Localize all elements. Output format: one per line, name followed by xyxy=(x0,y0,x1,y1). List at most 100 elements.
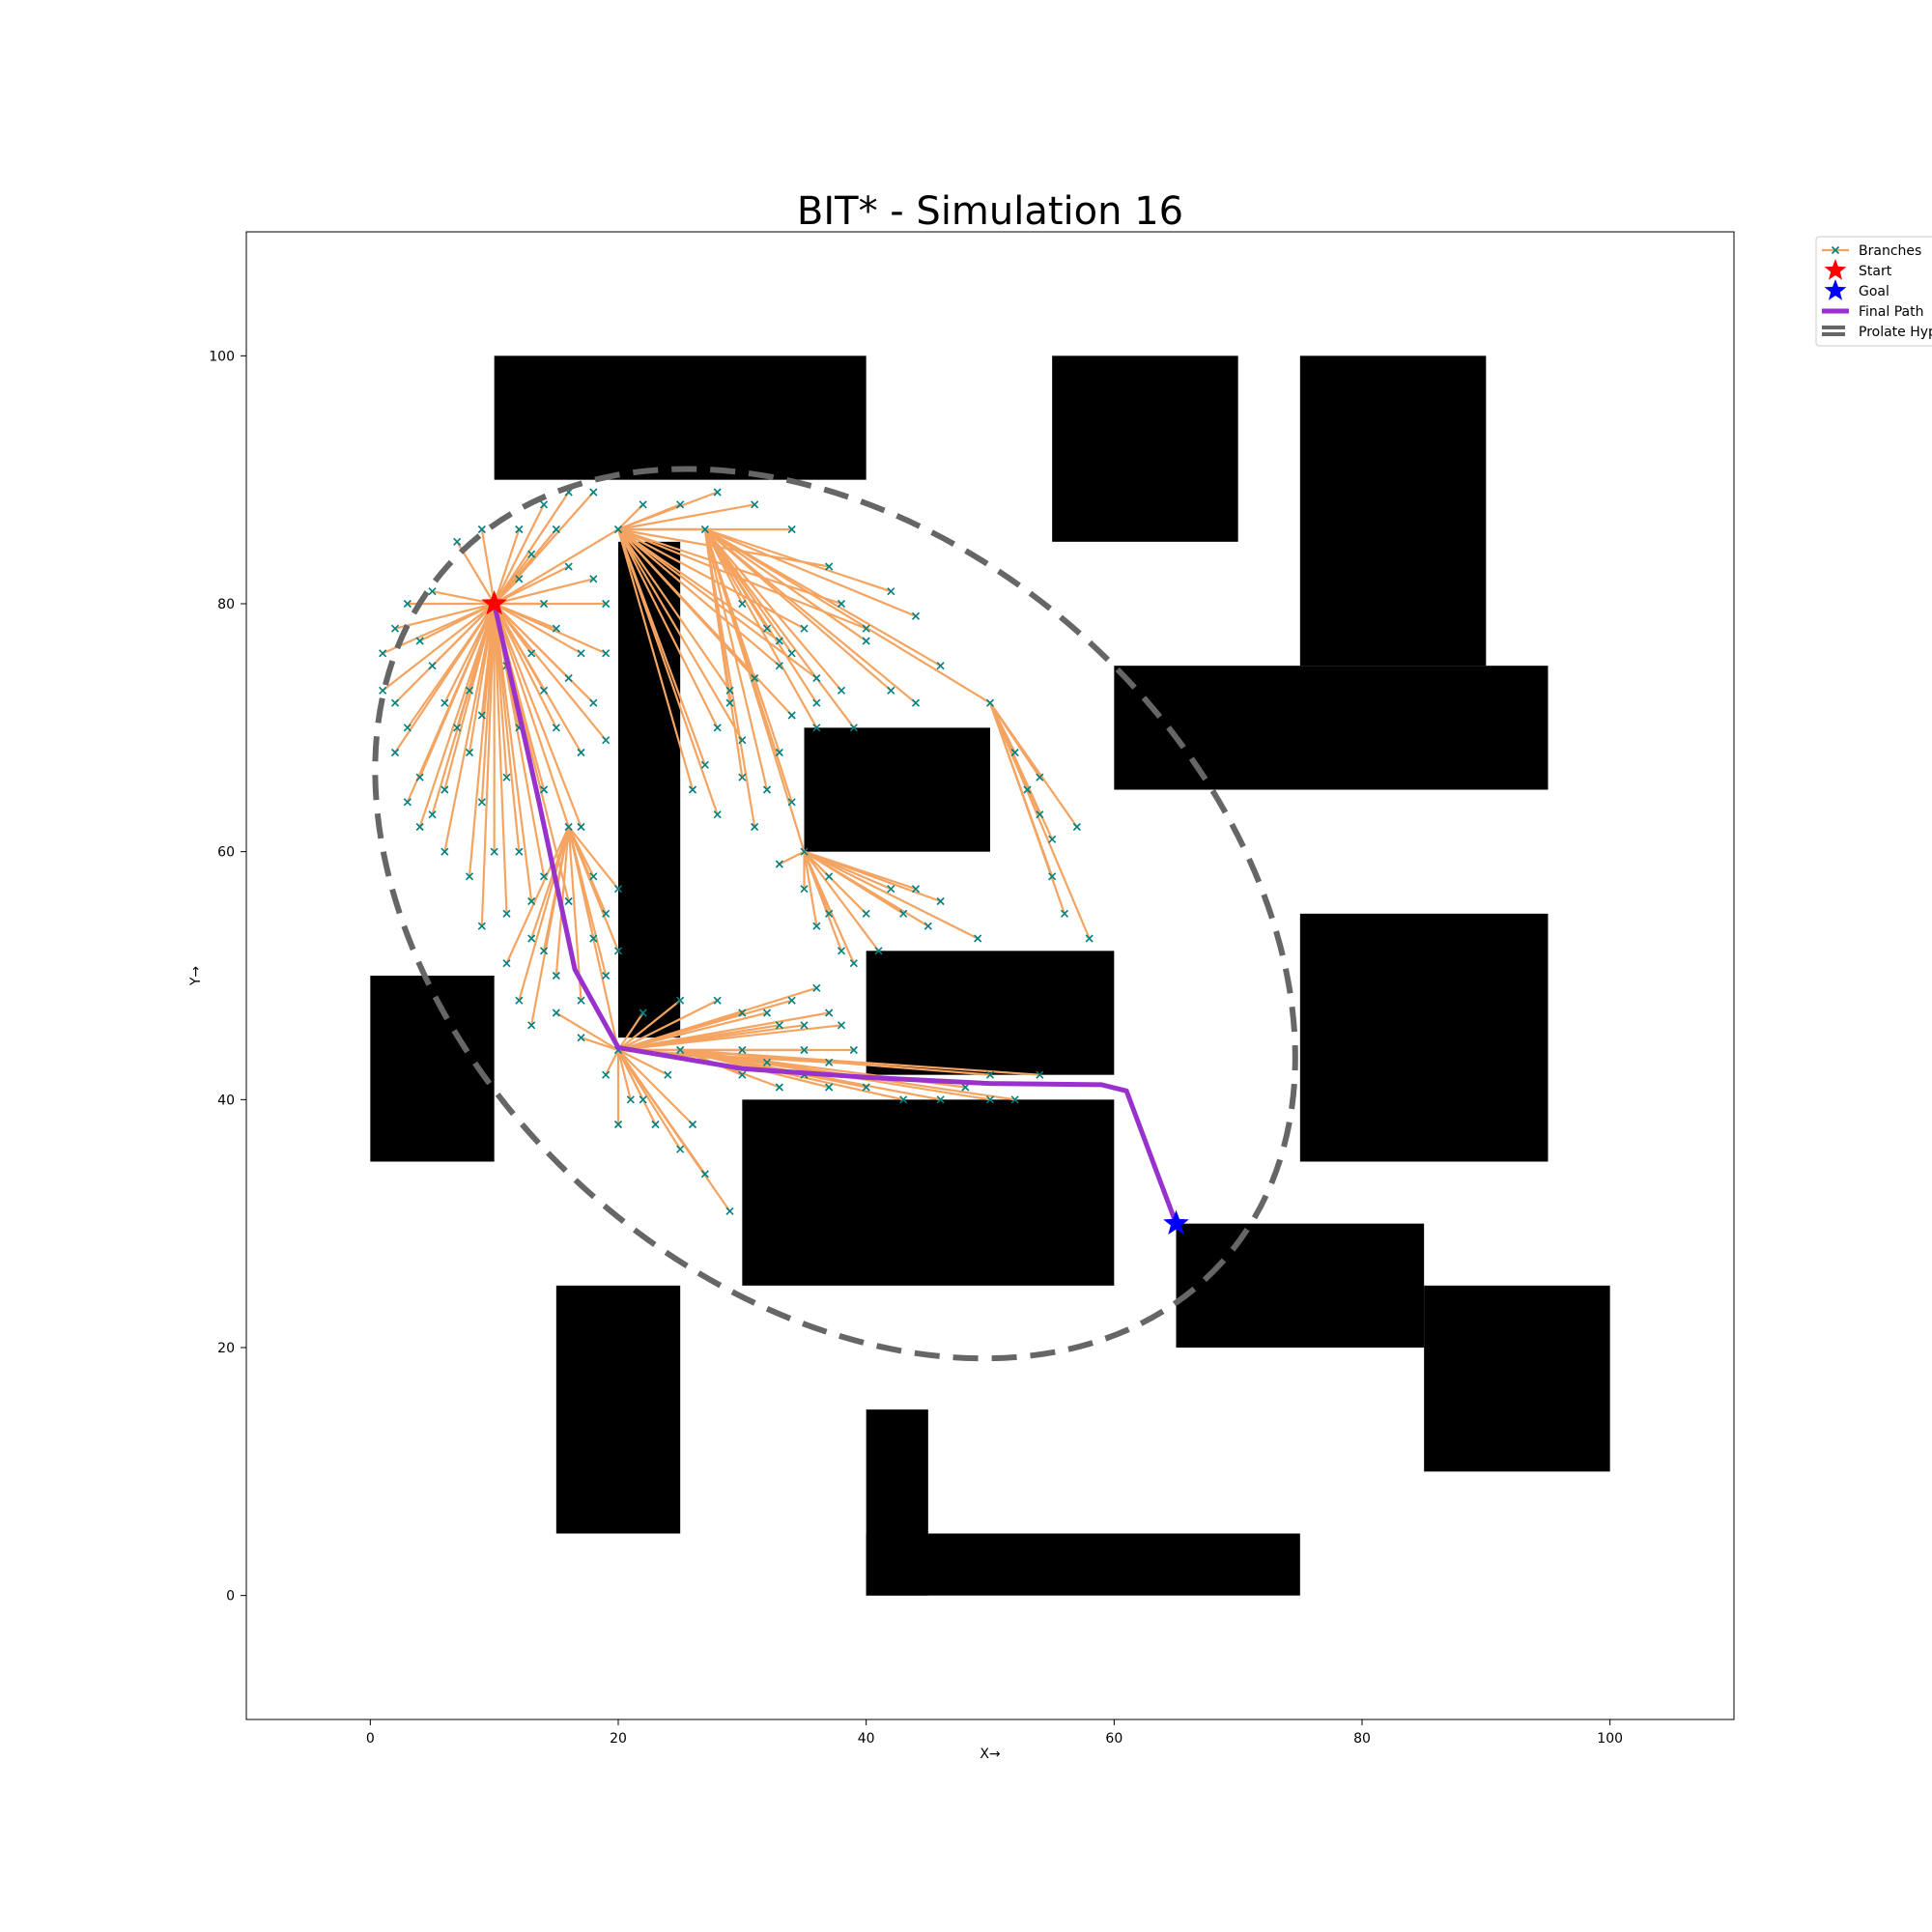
sample-point xyxy=(775,1021,783,1030)
sample-point xyxy=(390,624,400,633)
sample-point xyxy=(626,1095,635,1104)
x-tick-label: 0 xyxy=(366,1731,375,1747)
sample-point xyxy=(762,624,772,633)
y-axis-label: Y→ xyxy=(188,966,204,987)
sample-point xyxy=(639,1095,647,1104)
legend-label: Start xyxy=(1859,264,1892,279)
branch-edge xyxy=(616,1049,632,1100)
sample-point xyxy=(477,525,486,534)
obstacle xyxy=(866,1533,1300,1596)
branch-edge xyxy=(989,702,1078,828)
sample-point xyxy=(725,1207,734,1215)
sample-point xyxy=(539,599,549,609)
branch-edge xyxy=(382,603,496,692)
x-tick-label: 20 xyxy=(610,1731,627,1747)
obstacle xyxy=(1114,666,1548,790)
sample-point xyxy=(700,525,709,534)
sample-point xyxy=(589,934,598,943)
branch-edge xyxy=(704,528,917,704)
sample-point xyxy=(713,810,722,819)
final-path xyxy=(492,603,1179,1225)
y-tick-label: 60 xyxy=(217,845,235,861)
sample-point xyxy=(527,896,536,906)
branch-edge xyxy=(418,603,496,828)
sample-point xyxy=(985,1095,995,1104)
sample-point xyxy=(775,637,783,645)
branch-edge xyxy=(530,826,570,1026)
branch-edge xyxy=(704,528,867,642)
branch-edge xyxy=(803,851,855,964)
sample-point xyxy=(787,798,796,807)
sample-point xyxy=(390,698,400,707)
branch-edge xyxy=(617,1024,842,1052)
branch-edge xyxy=(493,603,582,753)
sample-point xyxy=(1060,909,1069,918)
sample-point xyxy=(775,1083,783,1092)
sample-point xyxy=(812,673,821,683)
sample-point xyxy=(403,724,412,732)
branch-edge xyxy=(432,590,495,606)
obstacle xyxy=(804,727,990,852)
branch-edge xyxy=(493,491,570,605)
sample-point xyxy=(415,822,424,832)
sample-point xyxy=(639,500,647,509)
branch-edge xyxy=(617,1049,668,1076)
branch-edge xyxy=(567,826,619,890)
legend: Branches Start Goal Final Path Prolate Hyper… xyxy=(1815,236,1932,347)
sample-point xyxy=(974,934,982,943)
branch-edge xyxy=(494,602,607,655)
branch-edge xyxy=(494,603,582,655)
sample-point xyxy=(676,996,685,1005)
sample-point xyxy=(738,1009,747,1017)
sample-point xyxy=(589,575,598,583)
sample-point xyxy=(428,662,437,670)
sample-point xyxy=(936,896,945,906)
sample-point xyxy=(849,1045,858,1055)
obstacle xyxy=(742,1099,1115,1286)
sample-point xyxy=(1072,822,1081,832)
sample-point xyxy=(1085,934,1094,943)
sample-point xyxy=(515,996,524,1005)
sample-point xyxy=(577,649,585,658)
sample-point xyxy=(428,810,437,819)
sample-point xyxy=(738,1070,747,1079)
sample-point xyxy=(837,599,846,609)
sample-point xyxy=(725,686,734,695)
sample-point xyxy=(415,773,424,781)
sample-point xyxy=(453,724,462,732)
sample-point xyxy=(577,996,585,1005)
y-tick-label: 40 xyxy=(217,1093,235,1108)
final-path-layer xyxy=(492,603,1179,1225)
x-axis-label: X→ xyxy=(980,1747,1001,1762)
sample-point xyxy=(651,1120,660,1129)
start-marker xyxy=(481,590,507,615)
sample-point xyxy=(515,525,524,534)
axes-layer: 0 20 40 60 80 100 0 20 40 60 80 100 xyxy=(209,349,1623,1747)
obstacle xyxy=(618,541,681,1038)
branches-layer xyxy=(382,491,1091,1212)
branch-edge xyxy=(703,528,818,728)
branch-edge xyxy=(493,603,608,741)
sample-point xyxy=(539,785,549,794)
sample-point xyxy=(564,673,573,683)
branch-edge xyxy=(406,603,496,803)
obstacle xyxy=(1424,1285,1610,1472)
sample-point xyxy=(477,922,486,930)
sample-point xyxy=(539,947,549,955)
legend-sample-handle xyxy=(1831,245,1840,255)
sample-point xyxy=(800,847,809,856)
branch-edge xyxy=(617,1049,731,1212)
sample-point xyxy=(911,885,921,894)
y-tick-label: 0 xyxy=(226,1589,235,1605)
sample-point xyxy=(577,748,585,757)
ellipse-layer xyxy=(372,466,1298,1362)
branch-edge xyxy=(703,528,818,704)
sample-point xyxy=(874,947,883,955)
branch-edge xyxy=(804,850,942,903)
branch-edge xyxy=(704,527,892,593)
branch-edge xyxy=(703,528,769,790)
branch-edge xyxy=(616,528,695,790)
sample-point xyxy=(589,698,598,707)
legend-start-handle xyxy=(1824,259,1847,280)
